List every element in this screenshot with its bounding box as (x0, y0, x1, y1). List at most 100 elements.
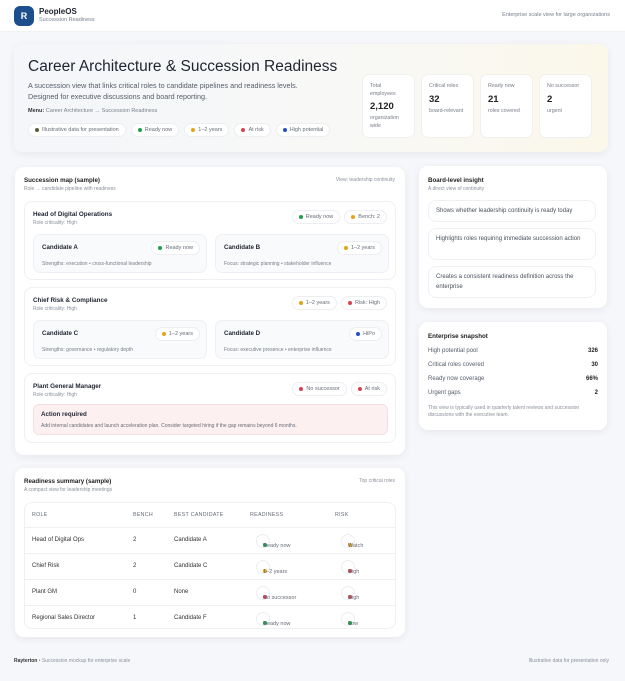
stat-label: Critical roles (429, 83, 459, 89)
status-dot-icon (347, 301, 352, 305)
footer-text: • Succession mockup for enterprise scale (37, 658, 131, 664)
stat-card: No successor 2 urgent (539, 74, 592, 138)
cell-readiness: Ready now (256, 612, 291, 628)
role-status-badge: At risk (350, 382, 387, 396)
role-card[interactable]: Plant General Manager Role criticality: H… (24, 373, 396, 443)
section-title: Enterprise snapshot (428, 333, 488, 340)
column-header[interactable]: BENCH (133, 512, 154, 518)
table-row[interactable]: Chief Risk 2 Candidate C 1–2 years High (25, 553, 395, 579)
cell-best-candidate: Candidate A (174, 537, 207, 543)
succession-map-panel: Succession map (sample) Role → candidate… (15, 167, 405, 455)
column-header[interactable]: ROLE (32, 512, 48, 518)
header-note: Enterprise scale view for large organiza… (502, 12, 610, 18)
status-label: 1–2 years (350, 245, 375, 251)
status-label: At risk (364, 386, 380, 392)
table-row[interactable]: Plant GM 0 None No successor High (25, 579, 395, 605)
column-header[interactable]: READINESS (250, 512, 284, 518)
cell-best-candidate: None (174, 589, 189, 595)
section-subtitle: Role → candidate pipeline with readiness (24, 186, 116, 192)
status-label: 1–2 years (198, 127, 223, 133)
view-leadership-continuity-link[interactable]: View: leadership continuity (335, 177, 395, 183)
cell-role: Plant GM (32, 589, 58, 595)
stat-note: organization wide (370, 115, 399, 129)
stat-note: roles covered (488, 107, 520, 114)
status-dot-icon (348, 621, 352, 625)
role-status-badge: Bench: 2 (344, 210, 387, 224)
breadcrumb-label: Menu: (28, 108, 45, 114)
legend-item: High potential (275, 123, 331, 137)
status-label: Ready now (305, 214, 334, 220)
candidate-card[interactable]: Candidate A Ready now Strengths: execution… (33, 234, 207, 273)
candidate-note: Strengths: governance • regulatory depth (42, 347, 133, 353)
column-header[interactable]: RISK (335, 512, 349, 518)
cell-readiness: 1–2 years (256, 560, 287, 576)
snapshot-row: Ready now coverage 66% (428, 376, 598, 382)
cell-risk: Watch (341, 534, 363, 550)
status-label: Risk: High (354, 300, 380, 306)
footer-left: Rayterton • Succession mockup for enterp… (14, 658, 130, 664)
status-label: No successor (306, 386, 340, 392)
hero-panel: Career Architecture & Succession Readine… (14, 44, 608, 152)
candidate-note: Strengths: execution • cross-functional … (42, 261, 152, 267)
legend-item: 1–2 years (184, 123, 230, 137)
role-criticality: Role criticality: High (33, 392, 77, 398)
status-dot-icon (298, 215, 303, 219)
candidate-note: Focus: executive presence • enterprise i… (224, 347, 332, 353)
status-label: Ready now (144, 127, 173, 133)
cell-bench: 2 (133, 563, 137, 569)
readiness-badge: Ready now (256, 534, 291, 549)
snapshot-note: This view is typically used in quarterly… (428, 405, 580, 418)
role-title: Plant General Manager (33, 383, 102, 390)
section-subtitle: A compact view for leadership meetings (24, 487, 113, 493)
candidate-card[interactable]: Candidate D HiPo Focus: executive presence… (215, 320, 389, 359)
role-card[interactable]: Head of Digital Operations Role criticali… (24, 201, 396, 280)
candidate-status-badge: Ready now (151, 241, 200, 255)
role-status-badge: Risk: High (340, 296, 387, 310)
status-label: Ready now (263, 621, 291, 627)
insight-item: Shows whether leadership continuity is r… (428, 200, 596, 222)
candidate-status-badge: HiPo (349, 327, 382, 341)
alert-text: Add internal candidates and launch accel… (41, 423, 297, 429)
snapshot-value: 326 (587, 348, 598, 354)
candidate-name: Candidate B (224, 244, 261, 251)
table-row[interactable]: Head of Digital Ops 2 Candidate A Ready now… (25, 527, 395, 553)
status-label: High (348, 569, 360, 575)
cell-bench: 2 (133, 537, 137, 543)
readiness-badge: No successor (256, 586, 296, 601)
role-criticality: Role criticality: High (33, 220, 77, 226)
status-dot-icon (357, 387, 362, 391)
risk-badge: High (341, 586, 359, 601)
status-dot-icon (348, 543, 352, 547)
status-label: Watch (348, 543, 364, 549)
cell-readiness: No successor (256, 586, 296, 602)
candidate-status-badge: 1–2 years (154, 327, 200, 341)
legend-item: At risk (234, 123, 271, 137)
readiness-badge: 1–2 years (256, 560, 287, 575)
table-row[interactable]: Regional Sales Director 1 Candidate F Ready… (25, 605, 395, 628)
cell-risk: Low (341, 612, 359, 628)
breadcrumb-path[interactable]: Career Architecture → Succession Readine… (45, 108, 158, 114)
top-critical-roles-link[interactable]: Top critical roles (359, 478, 395, 484)
legend-item: Ready now (130, 123, 180, 137)
column-header[interactable]: BEST CANDIDATE (174, 512, 224, 518)
app-logo[interactable]: R (14, 6, 34, 26)
status-label: Illustrative data for presentation (42, 127, 119, 133)
cell-readiness: Ready now (256, 534, 291, 550)
candidate-card[interactable]: Candidate C 1–2 years Strengths: governanc… (33, 320, 207, 359)
status-label: Low (348, 621, 359, 627)
candidate-card[interactable]: Candidate B 1–2 years Focus: strategic pla… (215, 234, 389, 273)
snapshot-value: 30 (591, 362, 598, 368)
status-dot-icon (263, 621, 267, 625)
role-status-badge: Ready now (291, 210, 341, 224)
readiness-badge: Ready now (256, 612, 291, 627)
status-dot-icon (299, 387, 304, 391)
candidate-name: Candidate D (224, 330, 261, 337)
breadcrumb: Menu: Career Architecture → Succession R… (28, 108, 157, 114)
risk-badge: High (341, 560, 359, 575)
table-header: ROLE BENCH BEST CANDIDATE READINESS RISK (25, 503, 395, 527)
role-card[interactable]: Chief Risk & Compliance Role criticality:… (24, 287, 396, 366)
status-dot-icon (356, 332, 361, 336)
status-dot-icon (348, 569, 352, 573)
snapshot-row: High potential pool 326 (428, 348, 598, 354)
snapshot-label: High potential pool (428, 348, 478, 354)
